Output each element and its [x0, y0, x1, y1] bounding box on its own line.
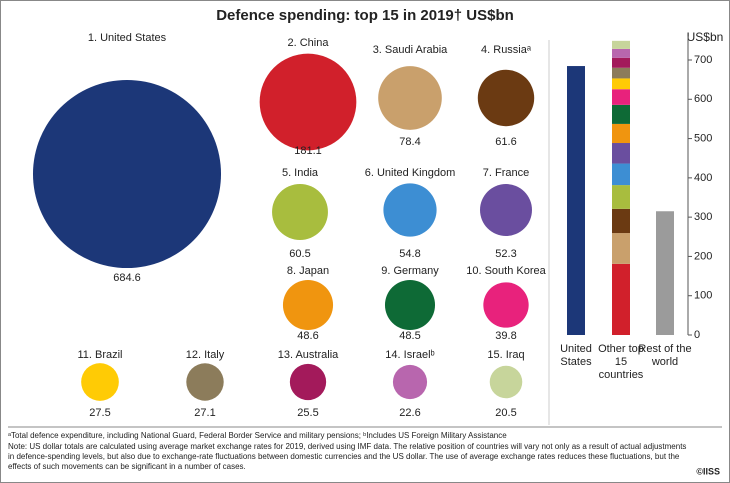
- bubble: [483, 282, 529, 328]
- y-tick-label: 500: [694, 132, 712, 144]
- bubble: [477, 69, 535, 127]
- bubble-label: 7. France: [483, 167, 529, 179]
- x-tick-label: United States: [560, 343, 592, 368]
- bubble: [480, 184, 532, 236]
- bar-segment: [612, 89, 630, 105]
- x-tick-label: Other top 15 countries: [598, 343, 644, 381]
- bar-segment: [612, 143, 630, 164]
- bubble-label: 3. Saudi Arabia: [373, 44, 448, 56]
- bar-segment: [612, 67, 630, 79]
- bubble-label: 15. Iraq: [487, 349, 524, 361]
- bubble-label: 4. Russiaᵃ: [481, 44, 532, 56]
- bar: [656, 211, 674, 335]
- bubble-label: 5. India: [282, 167, 319, 179]
- bubble-label: 6. United Kingdom: [365, 167, 456, 179]
- chart-title: Defence spending: top 15 in 2019† US$bn: [216, 7, 514, 24]
- value-label: 684.6: [113, 272, 141, 284]
- footnote: Note: US dollar totals are calculated us…: [8, 442, 687, 471]
- value-label: 78.4: [399, 136, 420, 148]
- bubble-label: 10. South Korea: [466, 265, 546, 277]
- bar: [567, 66, 585, 336]
- value-label: 27.5: [89, 407, 110, 419]
- bar-segment: [612, 123, 630, 144]
- y-tick-label: 700: [694, 54, 712, 66]
- value-label: 181.1: [294, 145, 322, 157]
- bar-segment: [612, 48, 630, 58]
- bar-segment: [612, 185, 630, 209]
- value-label: 60.5: [289, 248, 310, 260]
- bubble: [378, 66, 442, 130]
- value-label: 48.6: [297, 330, 318, 342]
- bar-segment: [612, 233, 630, 264]
- y-tick-label: 400: [694, 172, 712, 184]
- footnote: ᵃTotal defence expenditure, including Na…: [8, 431, 507, 440]
- axis-label: US$bn: [687, 30, 724, 44]
- value-label: 39.8: [495, 330, 516, 342]
- bubble: [32, 79, 222, 269]
- bubble-label: 2. China: [288, 37, 330, 49]
- bubble: [289, 363, 327, 401]
- y-tick-label: 200: [694, 250, 712, 262]
- bar-segment: [612, 163, 630, 186]
- value-label: 27.1: [194, 407, 215, 419]
- value-label: 25.5: [297, 407, 318, 419]
- value-label: 22.6: [399, 407, 420, 419]
- bubble-label: 9. Germany: [381, 265, 439, 277]
- y-tick-label: 100: [694, 290, 712, 302]
- y-tick-label: 600: [694, 93, 712, 105]
- bubble: [81, 363, 119, 401]
- bubble: [282, 279, 334, 331]
- value-label: 54.8: [399, 248, 420, 260]
- bar-segment: [612, 57, 630, 68]
- bar-segment: [612, 40, 630, 49]
- bar-segment: [612, 104, 630, 124]
- bubble: [186, 363, 224, 401]
- bubble-label: 8. Japan: [287, 265, 329, 277]
- value-label: 52.3: [495, 248, 516, 260]
- bubble: [272, 184, 328, 240]
- bar-segment: [612, 208, 630, 234]
- bubble: [489, 365, 523, 399]
- y-tick-label: 300: [694, 211, 712, 223]
- source: ©IISS: [696, 466, 720, 476]
- bubble-label: 12. Italy: [186, 349, 225, 361]
- bubble: [383, 183, 437, 237]
- value-label: 20.5: [495, 407, 516, 419]
- bubble: [384, 279, 436, 331]
- bar-segment: [612, 263, 630, 335]
- bar-segment: [612, 78, 630, 90]
- bubble-label: 11. Brazil: [77, 349, 122, 361]
- bubble-label: 14. Israelᵇ: [385, 349, 434, 361]
- value-label: 61.6: [495, 136, 516, 148]
- x-tick-label: Rest of the world: [638, 343, 692, 368]
- y-tick-label: 0: [694, 329, 700, 341]
- value-label: 48.5: [399, 330, 420, 342]
- bubble-label: 13. Australia: [278, 349, 339, 361]
- bubble-label: 1. United States: [88, 32, 167, 44]
- bubble: [259, 53, 357, 151]
- bubble: [392, 364, 428, 400]
